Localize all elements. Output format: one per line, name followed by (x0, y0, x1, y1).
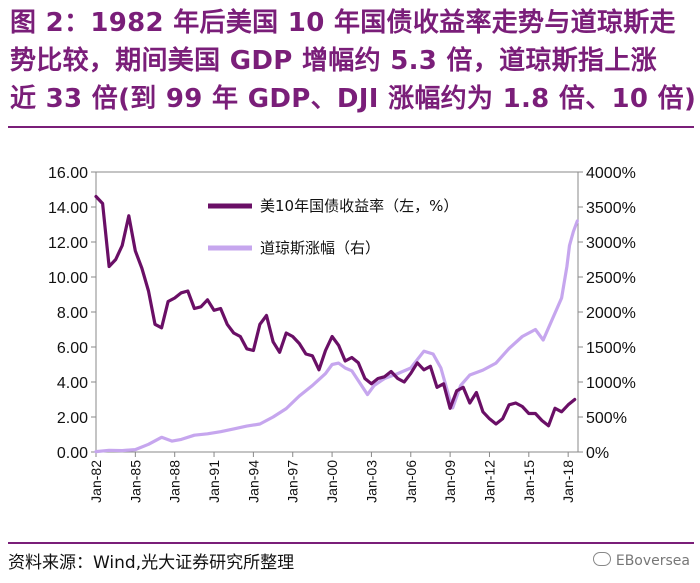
x-tick-label: Jan-88 (167, 460, 183, 503)
x-tick-label: Jan-00 (324, 460, 340, 503)
chart-canvas: 0.00 2.00 4.00 6.00 8.00 10.00 12.00 14.00 16.00… (48, 165, 636, 503)
legend-label-dji: 道琼斯涨幅（右） (260, 239, 380, 257)
y-right-tick-label: 500% (586, 410, 627, 427)
x-tick-label: Jan-85 (127, 460, 143, 503)
y-right-tick-label: 2500% (586, 270, 636, 287)
y-left-tick-label: 4.00 (57, 375, 88, 392)
title-line-3: 近 33 倍(到 99 年 GDP、DJI 涨幅约为 1.8 倍、10 倍) (10, 84, 697, 114)
x-tick-label: Jan-94 (245, 460, 261, 503)
watermark: EBoversea (592, 552, 690, 569)
x-tick-label: Jan-12 (481, 460, 497, 503)
x-tick-label: Jan-03 (363, 460, 379, 503)
y-left-tick-label: 2.00 (57, 410, 88, 427)
y-right-tick-label: 1000% (586, 375, 636, 392)
y-left-tick-label: 12.00 (48, 235, 88, 252)
y-right-tick-label: 1500% (586, 340, 636, 357)
series-line-treasury-yield (94, 194, 577, 428)
series-line-dji (94, 219, 579, 454)
title-line-1: 图 2：1982 年后美国 10 年国债收益率走势与道琼斯走 (10, 8, 676, 38)
x-tick-label: Jan-09 (442, 460, 458, 503)
x-tick-label: Jan-18 (560, 460, 576, 503)
legend-label-yield: 美10年国债收益率（左，%） (260, 197, 458, 215)
y-left-tick-label: 0.00 (57, 445, 88, 462)
y-left-tick-label: 8.00 (57, 305, 88, 322)
y-left-tick-label: 10.00 (48, 270, 88, 287)
y-left-tick-label: 6.00 (57, 340, 88, 357)
y-left-tick-label: 16.00 (48, 165, 88, 182)
y-right-tick-label: 4000% (586, 165, 636, 182)
y-right-tick-label: 3000% (586, 235, 636, 252)
x-tick-label: Jan-97 (285, 460, 301, 503)
x-tick-label: Jan-82 (88, 460, 104, 503)
x-tick-label: Jan-91 (206, 460, 222, 503)
y-right-tick-label: 2000% (586, 305, 636, 322)
watermark-text: EBoversea (615, 553, 690, 569)
chart-title: 图 2：1982 年后美国 10 年国债收益率走势与道琼斯走 势比较，期间美国 … (10, 4, 697, 118)
wechat-icon (592, 552, 611, 566)
x-tick-label: Jan-06 (403, 460, 419, 503)
source-divider (8, 542, 694, 544)
legend: 美10年国债收益率（左，%） 道琼斯涨幅（右） (208, 197, 458, 257)
series-group (94, 194, 579, 454)
axes: 0.00 2.00 4.00 6.00 8.00 10.00 12.00 14.00 16.00… (48, 165, 636, 503)
y-right-tick-label: 0% (586, 445, 609, 462)
source-note: 资料来源：Wind,光大证券研究所整理 (8, 553, 295, 573)
title-line-2: 势比较，期间美国 GDP 增幅约 5.3 倍，道琼斯指上涨 (10, 46, 657, 76)
y-right-tick-label: 3500% (586, 200, 636, 217)
y-left-tick-label: 14.00 (48, 200, 88, 217)
x-tick-label: Jan-15 (521, 460, 537, 503)
title-divider (8, 126, 694, 128)
